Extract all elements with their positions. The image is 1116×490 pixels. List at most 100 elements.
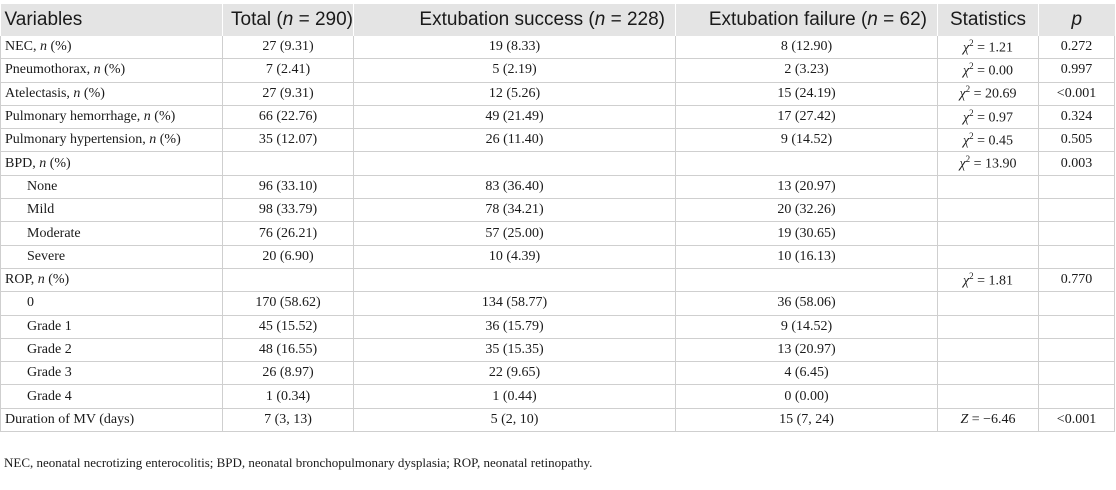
table-row: Severe 20 (6.90) 10 (4.39) 10 (16.13) [0,245,1115,269]
results-table: Variables Total (n = 290) Extubation suc… [0,4,1115,433]
cell-failure [675,151,938,176]
row-label: BPD, n (%) [0,151,223,176]
cell-success: 5 (2, 10) [353,408,676,433]
cell-success: 1 (0.44) [353,384,676,409]
cell-total: 45 (15.52) [222,315,354,339]
cell-success: 10 (4.39) [353,245,676,269]
table-row: Pulmonary hypertension, n (%) 35 (12.07) 2… [0,128,1115,153]
header-variables: Variables [0,4,223,36]
cell-statistics [937,291,1039,316]
cell-failure: 36 (58.06) [675,291,938,316]
cell-p: 0.770 [1038,268,1115,293]
table-row: Duration of MV (days) 7 (3, 13) 5 (2, 10) 1… [0,408,1115,433]
cell-p [1038,175,1115,200]
cell-failure: 19 (30.65) [675,221,938,246]
row-label: None [0,175,223,200]
cell-failure: 2 (3.23) [675,58,938,83]
cell-statistics: χ2 = 0.00 [937,58,1039,83]
cell-p: 0.272 [1038,36,1115,60]
table-row: Atelectasis, n (%) 27 (9.31) 12 (5.26) 15 (… [0,82,1115,106]
cell-total: 35 (12.07) [222,128,354,153]
row-label: Grade 1 [0,315,223,339]
row-label: Mild [0,198,223,223]
table-row: ROP, n (%) χ2 = 1.81 0.770 [0,268,1115,293]
cell-total: 96 (33.10) [222,175,354,200]
cell-success: 26 (11.40) [353,128,676,153]
cell-statistics: χ2 = 13.90 [937,151,1039,176]
cell-failure: 9 (14.52) [675,128,938,153]
cell-p [1038,198,1115,223]
cell-statistics [937,175,1039,200]
table-row: Grade 3 26 (8.97) 22 (9.65) 4 (6.45) [0,361,1115,386]
cell-success: 78 (34.21) [353,198,676,223]
row-label: Grade 2 [0,338,223,363]
cell-statistics [937,361,1039,386]
cell-failure [675,268,938,293]
row-label: NEC, n (%) [0,36,223,60]
cell-success: 83 (36.40) [353,175,676,200]
cell-statistics [937,338,1039,363]
cell-total: 20 (6.90) [222,245,354,269]
cell-p [1038,315,1115,339]
cell-p [1038,361,1115,386]
header-statistics: Statistics [937,4,1039,36]
cell-success: 57 (25.00) [353,221,676,246]
cell-statistics [937,384,1039,409]
cell-total: 170 (58.62) [222,291,354,316]
cell-p: 0.505 [1038,128,1115,153]
cell-p: <0.001 [1038,82,1115,106]
table-row: Mild 98 (33.79) 78 (34.21) 20 (32.26) [0,198,1115,223]
cell-total [222,151,354,176]
table-row: Grade 2 48 (16.55) 35 (15.35) 13 (20.97) [0,338,1115,363]
cell-failure: 10 (16.13) [675,245,938,269]
cell-failure: 15 (24.19) [675,82,938,106]
cell-p: <0.001 [1038,408,1115,433]
cell-success: 5 (2.19) [353,58,676,83]
table-row: Moderate 76 (26.21) 57 (25.00) 19 (30.65) [0,221,1115,246]
cell-failure: 8 (12.90) [675,36,938,60]
cell-success: 19 (8.33) [353,36,676,60]
cell-statistics [937,221,1039,246]
row-label: Severe [0,245,223,269]
cell-total: 48 (16.55) [222,338,354,363]
table-row: Pulmonary hemorrhage, n (%) 66 (22.76) 49 … [0,105,1115,130]
table-row: Grade 1 45 (15.52) 36 (15.79) 9 (14.52) [0,315,1115,339]
row-label: Duration of MV (days) [0,408,223,433]
cell-success: 134 (58.77) [353,291,676,316]
table-header-row: Variables Total (n = 290) Extubation suc… [0,4,1115,36]
cell-statistics: χ2 = 0.45 [937,128,1039,153]
cell-failure: 17 (27.42) [675,105,938,130]
cell-statistics: χ2 = 0.97 [937,105,1039,130]
table-body: NEC, n (%) 27 (9.31) 19 (8.33) 8 (12.90) χ2 … [0,36,1115,433]
cell-success: 36 (15.79) [353,315,676,339]
row-label: 0 [0,291,223,316]
table-row: None 96 (33.10) 83 (36.40) 13 (20.97) [0,175,1115,200]
cell-failure: 20 (32.26) [675,198,938,223]
row-label: ROP, n (%) [0,268,223,293]
cell-success: 22 (9.65) [353,361,676,386]
cell-statistics: χ2 = 1.21 [937,36,1039,60]
header-failure: Extubation failure (n = 62) [675,4,938,36]
cell-total: 26 (8.97) [222,361,354,386]
row-label: Pneumothorax, n (%) [0,58,223,83]
cell-p [1038,245,1115,269]
cell-total: 27 (9.31) [222,36,354,60]
cell-p [1038,384,1115,409]
cell-p: 0.324 [1038,105,1115,130]
cell-p [1038,338,1115,363]
cell-failure: 0 (0.00) [675,384,938,409]
cell-total: 7 (2.41) [222,58,354,83]
cell-statistics [937,315,1039,339]
table-row: 0 170 (58.62) 134 (58.77) 36 (58.06) [0,291,1115,316]
cell-failure: 15 (7, 24) [675,408,938,433]
row-label: Grade 4 [0,384,223,409]
table-footnote: NEC, neonatal necrotizing enterocolitis;… [4,455,593,470]
cell-failure: 9 (14.52) [675,315,938,339]
row-label: Atelectasis, n (%) [0,82,223,106]
header-total: Total (n = 290) [222,4,354,36]
cell-p [1038,291,1115,316]
cell-total [222,268,354,293]
header-p: p [1038,4,1115,36]
cell-failure: 13 (20.97) [675,338,938,363]
